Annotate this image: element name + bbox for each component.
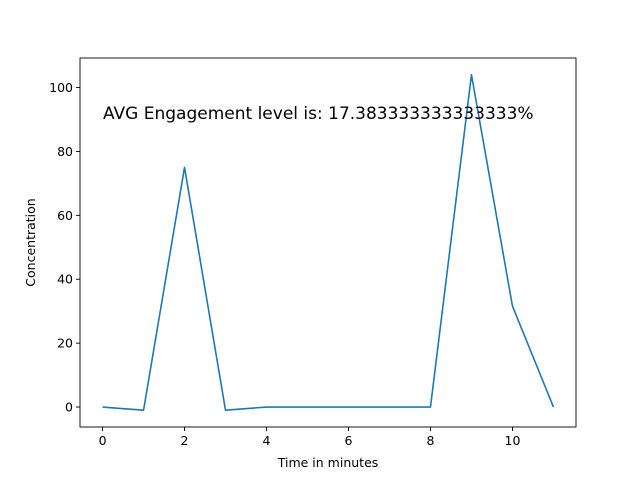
annotation-text: AVG Engagement level is: 17.383333333333… xyxy=(103,104,534,124)
x-tick-label: 4 xyxy=(263,433,271,448)
plot-background xyxy=(80,58,576,427)
y-tick-label: 60 xyxy=(57,208,73,223)
x-tick-label: 8 xyxy=(427,433,435,448)
plot-frame xyxy=(79,57,577,428)
x-axis-label: Time in minutes xyxy=(277,455,379,470)
x-axis-ticks: 0 2 4 6 8 10 xyxy=(99,427,521,448)
x-tick-label: 0 xyxy=(99,433,107,448)
y-tick-label: 20 xyxy=(57,336,73,351)
y-tick-label: 0 xyxy=(65,400,73,415)
x-tick-label: 10 xyxy=(505,433,521,448)
y-tick-label: 80 xyxy=(57,144,73,159)
x-tick-label: 2 xyxy=(181,433,189,448)
y-tick-label: 100 xyxy=(49,80,73,95)
y-tick-label: 40 xyxy=(57,272,73,287)
y-axis-ticks: 0 20 40 60 80 100 xyxy=(49,80,80,415)
y-axis-label: Concentration xyxy=(23,198,38,286)
x-tick-label: 6 xyxy=(345,433,353,448)
series-line xyxy=(102,73,555,412)
